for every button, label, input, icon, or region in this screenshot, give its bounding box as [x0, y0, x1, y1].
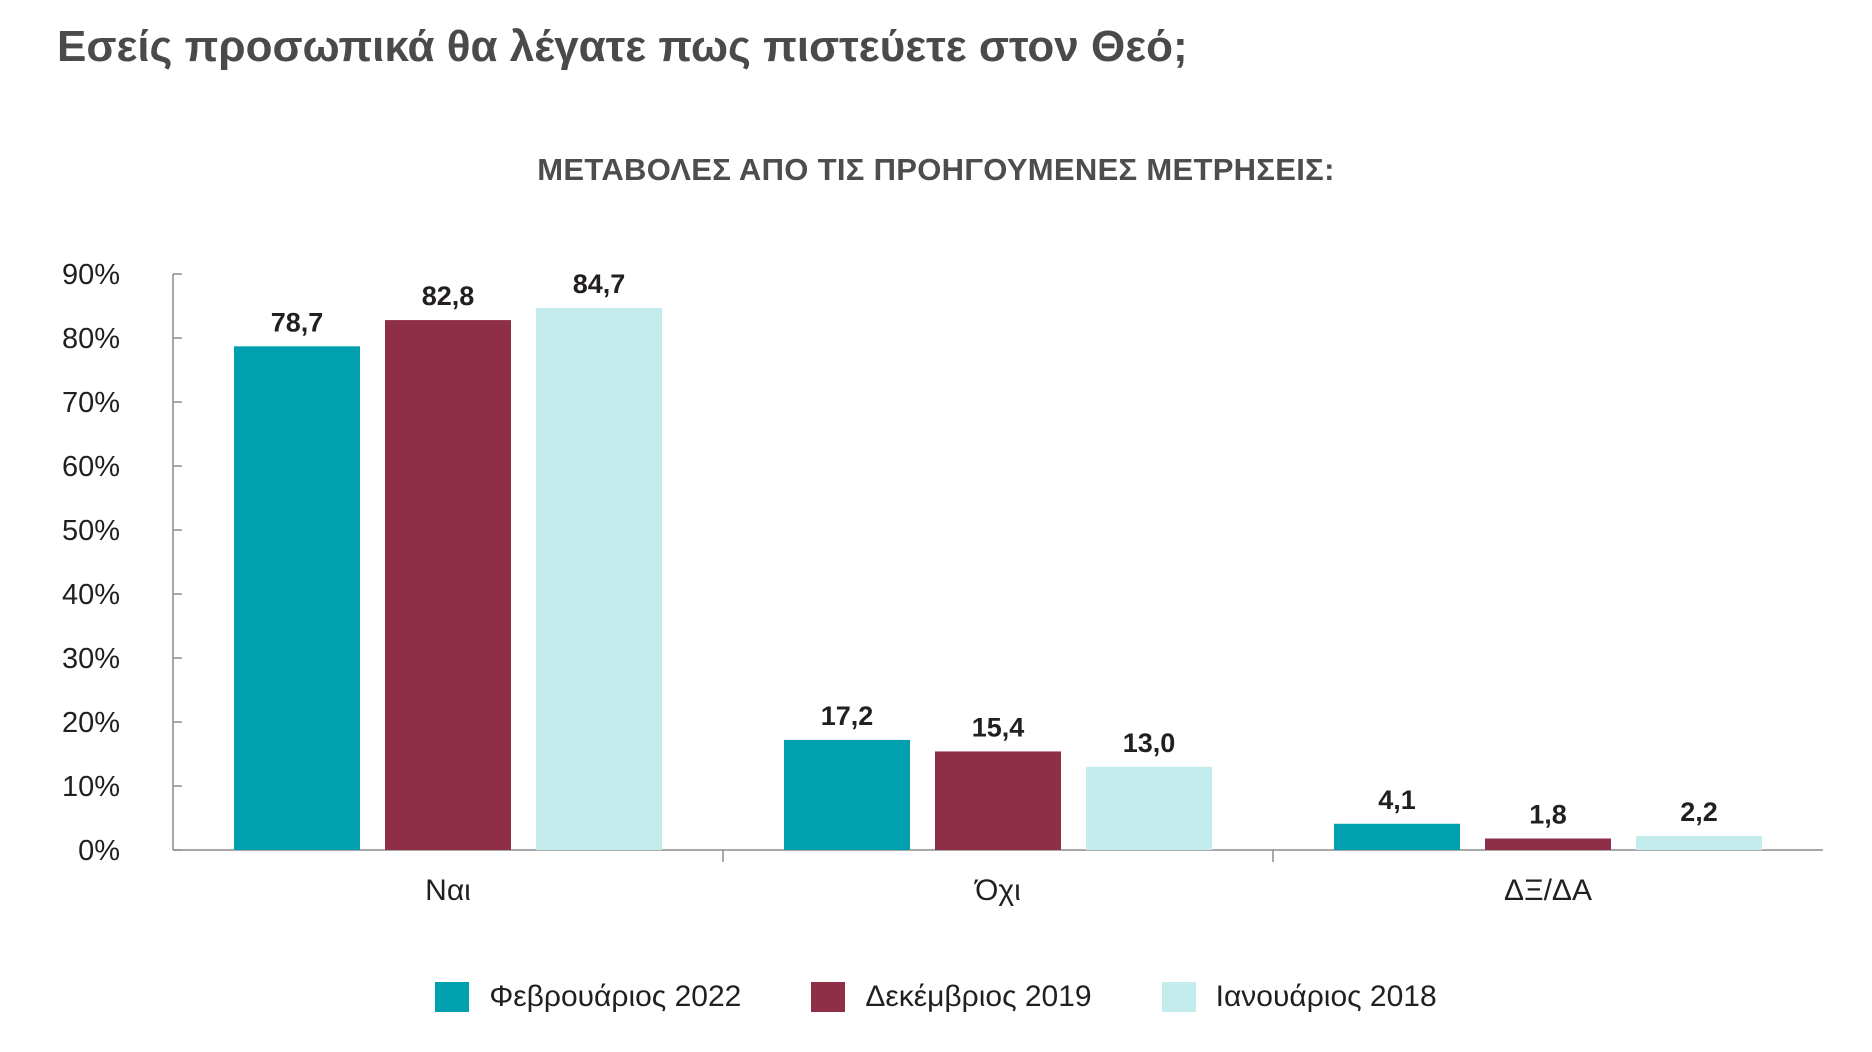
- y-tick-label: 40%: [62, 579, 120, 611]
- data-label: 84,7: [573, 269, 626, 299]
- legend-item-dec-2019: Δεκέμβριος 2019: [811, 980, 1092, 1014]
- bar: [385, 320, 511, 851]
- data-label: 15,4: [972, 712, 1025, 742]
- y-tick-label: 90%: [62, 259, 120, 291]
- legend-swatch: [1161, 982, 1196, 1012]
- bar: [784, 739, 910, 850]
- legend-swatch: [811, 982, 846, 1012]
- bar: [234, 346, 360, 850]
- chart-subtitle: ΜΕΤΑΒΟΛΕΣ ΑΠΟ ΤΙΣ ΠΡΟΗΓΟΥΜΕΝΕΣ ΜΕΤΡΗΣΕΙΣ…: [537, 152, 1335, 187]
- data-label: 4,1: [1378, 785, 1416, 815]
- y-tick-label: 30%: [62, 643, 120, 675]
- y-tick-label: 10%: [62, 771, 120, 803]
- category-label: Όχι: [973, 874, 1021, 907]
- legend-item-feb-2022: Φεβρουάριος 2022: [435, 980, 741, 1014]
- data-label: 2,2: [1680, 797, 1718, 827]
- bar: [935, 751, 1061, 850]
- category-label: Ναι: [425, 874, 471, 907]
- chart-title: Εσείς προσωπικά θα λέγατε πως πιστεύετε …: [57, 22, 1188, 71]
- legend-label: Ιανουάριος 2018: [1215, 980, 1437, 1013]
- category-label: ΔΞ/ΔΑ: [1504, 874, 1592, 907]
- legend-item-jan-2018: Ιανουάριος 2018: [1161, 980, 1437, 1014]
- y-tick-label: 60%: [62, 451, 120, 483]
- y-tick-label: 70%: [62, 387, 120, 419]
- y-tick-label: 80%: [62, 323, 120, 355]
- bar: [1086, 766, 1212, 850]
- legend-label: Δεκέμβριος 2019: [865, 980, 1092, 1013]
- legend-label: Φεβρουάριος 2022: [489, 980, 742, 1013]
- bar: [1334, 823, 1460, 850]
- y-tick-label: 0%: [78, 835, 120, 867]
- y-tick-label: 50%: [62, 515, 120, 547]
- legend-swatch: [435, 982, 470, 1012]
- bar: [1636, 835, 1762, 850]
- data-label: 17,2: [821, 701, 874, 731]
- bar: [536, 307, 662, 850]
- bar-chart: 0% 10% 20% 30% 40% 50% 60% 70% 80% 90% 78,7 82,8 84,…: [62, 259, 1823, 907]
- legend: Φεβρουάριος 2022 Δεκέμβριος 2019 Ιανουάρ…: [0, 980, 1872, 1014]
- data-label: 1,8: [1529, 799, 1567, 829]
- data-label: 82,8: [422, 281, 475, 311]
- bar: [1485, 838, 1611, 850]
- data-label: 13,0: [1123, 728, 1176, 758]
- data-label: 78,7: [271, 307, 324, 337]
- y-tick-label: 20%: [62, 707, 120, 739]
